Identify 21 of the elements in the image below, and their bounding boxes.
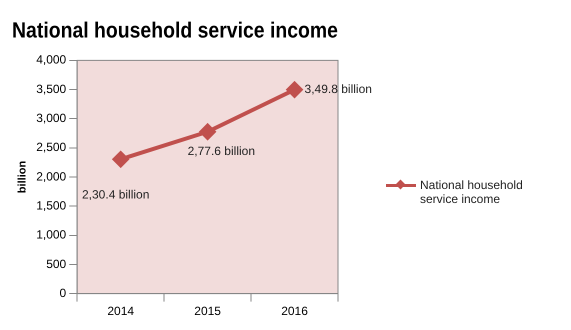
y-tick-label: 4,000 bbox=[36, 52, 67, 67]
point bbox=[286, 82, 303, 98]
y-tick-label: 2,000 bbox=[36, 169, 67, 184]
y-tick-label: 1,000 bbox=[36, 228, 67, 242]
y-tick-label: 1,500 bbox=[36, 198, 67, 212]
chart-title: National household service income bbox=[12, 18, 338, 43]
y-tick-label: 2,500 bbox=[36, 140, 67, 154]
legend-label: National household service income bbox=[420, 178, 524, 206]
y-tick-label: 3,000 bbox=[36, 111, 67, 126]
x-tick-label: 2015 bbox=[194, 304, 222, 318]
x-tick-label: 2016 bbox=[281, 304, 308, 318]
y-tick-label: 3,500 bbox=[36, 82, 67, 96]
point bbox=[112, 151, 129, 168]
x-tick-label: 2014 bbox=[107, 304, 134, 318]
y-tick-label: 500 bbox=[46, 256, 67, 271]
point bbox=[200, 124, 216, 140]
data-label: 2,30.4 billion bbox=[82, 188, 150, 202]
data-label: 2,77.6 billion bbox=[188, 144, 256, 158]
y-axis-title: billion bbox=[16, 160, 29, 194]
data-label: 3,49.8 billion bbox=[304, 82, 372, 96]
y-tick-label: 0 bbox=[60, 286, 67, 300]
